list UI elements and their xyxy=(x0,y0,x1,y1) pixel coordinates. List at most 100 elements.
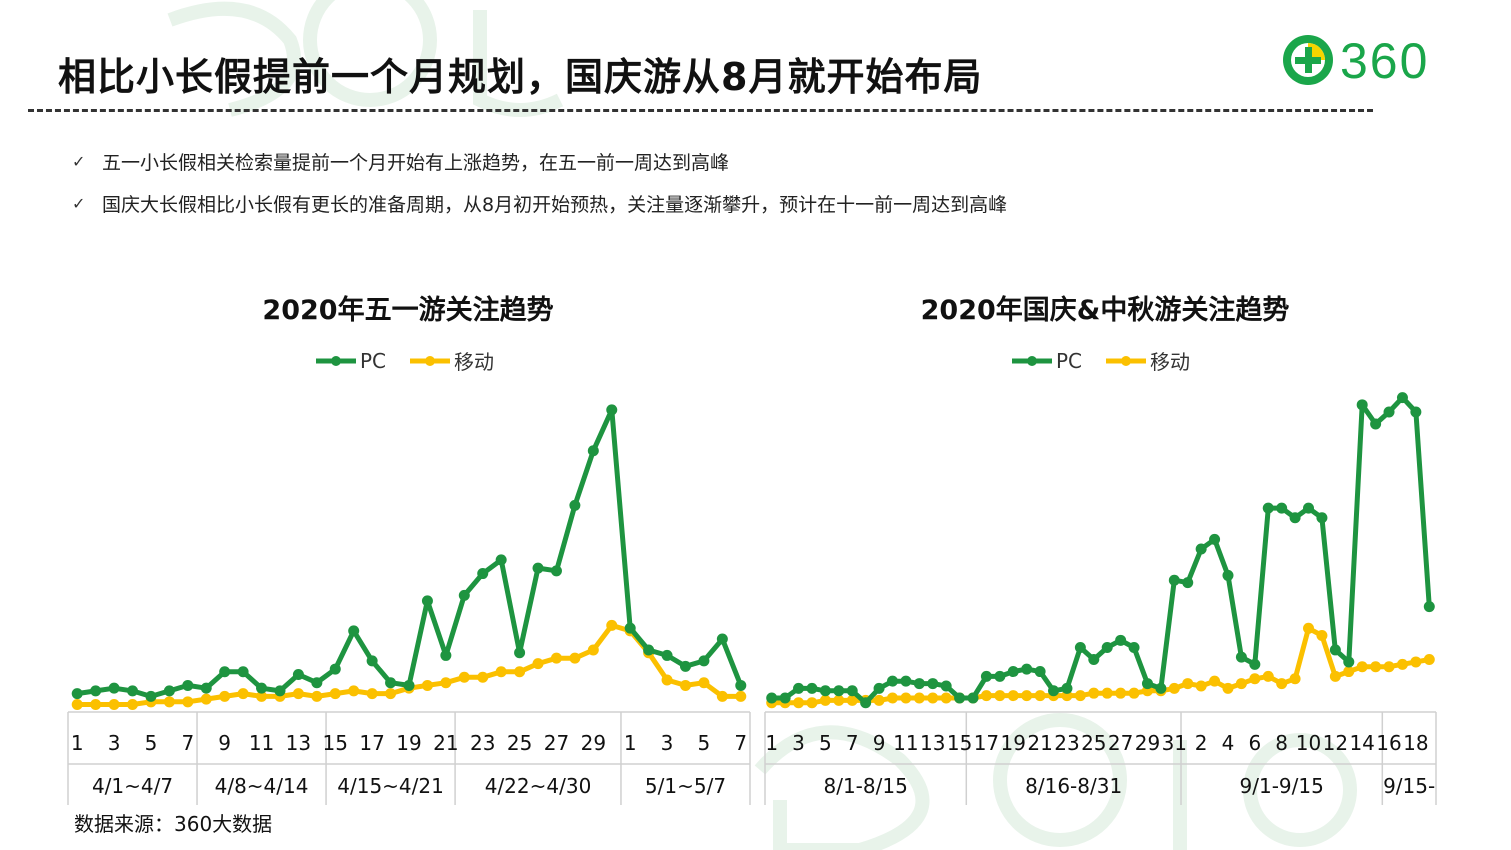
legend-pc-swatch xyxy=(316,355,356,366)
data-point-mobile xyxy=(385,688,397,700)
bullet-text: 五一小长假相关检索量提前一个月开始有上涨趋势，在五一前一周达到高峰 xyxy=(102,151,730,174)
x-tick-label: 19 xyxy=(396,731,421,755)
x-tick-label: 14 xyxy=(1349,731,1374,755)
data-point-pc xyxy=(1370,418,1382,430)
x-tick-label: 17 xyxy=(974,731,999,755)
data-point-mobile xyxy=(819,694,831,706)
x-tick-label: 27 xyxy=(1108,731,1133,755)
data-point-pc xyxy=(793,682,805,694)
data-point-mobile xyxy=(329,688,341,700)
x-tick-label: 6 xyxy=(1248,731,1261,755)
x-tick-label: 8 xyxy=(1275,731,1288,755)
data-point-pc xyxy=(994,670,1006,682)
data-point-mobile xyxy=(1262,670,1274,682)
data-point-pc xyxy=(1235,651,1247,663)
x-tick-label: 13 xyxy=(286,731,311,755)
x-tick-label: 29 xyxy=(1135,731,1160,755)
data-point-mobile xyxy=(927,692,939,704)
data-point-mobile xyxy=(833,694,845,706)
group-label: 4/8~4/14 xyxy=(215,774,309,798)
bullet-item: ✓ 国庆大长假相比小长假有更长的准备周期，从8月初开始预热，关注量逐渐攀升，预计… xyxy=(72,182,1007,224)
x-tick-label: 23 xyxy=(470,731,495,755)
x-tick-label: 7 xyxy=(846,731,859,755)
data-point-pc xyxy=(348,625,360,637)
data-point-pc xyxy=(1289,512,1301,524)
data-point-mobile xyxy=(661,674,673,686)
data-point-pc xyxy=(71,688,83,700)
data-point-mobile xyxy=(1222,682,1234,694)
data-point-mobile xyxy=(1303,622,1315,634)
data-point-pc xyxy=(1383,406,1395,418)
chart-title-national-day: 2020年国庆&中秋游关注趋势 xyxy=(920,295,1290,326)
data-point-pc xyxy=(108,682,120,694)
data-point-pc xyxy=(182,679,194,691)
data-point-mobile xyxy=(980,690,992,702)
legend-mobile-swatch xyxy=(410,355,451,366)
x-tick-label: 5 xyxy=(819,731,832,755)
group-label: 5/1~5/7 xyxy=(645,774,726,798)
data-point-pc xyxy=(1141,678,1153,690)
x-tick-label: 21 xyxy=(1027,731,1052,755)
legend-label-pc: PC xyxy=(360,348,387,373)
data-point-pc xyxy=(913,678,925,690)
x-tick-label: 9 xyxy=(218,731,231,755)
data-point-pc xyxy=(219,666,231,678)
data-point-pc xyxy=(860,697,872,709)
data-point-mobile xyxy=(806,697,818,709)
data-point-mobile xyxy=(913,692,925,704)
x-tick-label: 5 xyxy=(145,731,158,755)
data-point-pc xyxy=(385,677,397,689)
x-tick-label: 17 xyxy=(359,731,384,755)
data-point-pc xyxy=(1410,406,1422,418)
data-point-pc xyxy=(927,678,939,690)
data-point-pc xyxy=(329,663,341,675)
data-point-mobile xyxy=(1356,661,1368,673)
x-tick-label: 11 xyxy=(249,731,274,755)
data-point-pc xyxy=(366,655,378,667)
data-point-mobile xyxy=(550,652,562,664)
data-point-pc xyxy=(606,404,618,416)
data-point-pc xyxy=(145,690,157,702)
data-point-pc xyxy=(237,666,249,678)
data-point-mobile xyxy=(477,671,489,683)
data-point-mobile xyxy=(219,690,231,702)
x-tick-label: 10 xyxy=(1296,731,1321,755)
data-point-pc xyxy=(779,692,791,704)
x-tick-label: 3 xyxy=(792,731,805,755)
x-tick-label: 1 xyxy=(765,731,778,755)
data-point-pc xyxy=(833,685,845,697)
group-label: 4/22~4/30 xyxy=(485,774,592,798)
data-point-mobile xyxy=(532,658,544,670)
data-point-mobile xyxy=(1316,630,1328,642)
x-tick-label: 11 xyxy=(893,731,918,755)
data-point-mobile xyxy=(1370,661,1382,673)
data-point-mobile xyxy=(1034,690,1046,702)
data-point-pc xyxy=(698,655,710,667)
series-line-pc xyxy=(74,407,744,699)
data-point-mobile xyxy=(1235,678,1247,690)
group-label: 9/15- xyxy=(1383,774,1435,798)
x-tick-label: 25 xyxy=(1081,731,1106,755)
data-point-pc xyxy=(1195,543,1207,555)
data-point-pc xyxy=(1088,654,1100,666)
data-point-pc xyxy=(643,644,655,656)
data-point-pc xyxy=(127,685,139,697)
data-point-pc xyxy=(624,622,636,634)
x-tick-label: 18 xyxy=(1403,731,1428,755)
x-tick-label: 25 xyxy=(507,731,532,755)
data-point-pc xyxy=(819,685,831,697)
legend-item-pc: PC xyxy=(1010,349,1082,373)
data-point-pc xyxy=(292,669,304,681)
legend-item-mobile: 移动 xyxy=(1104,346,1190,375)
data-point-pc xyxy=(1182,577,1194,589)
data-point-mobile xyxy=(1383,661,1395,673)
legend-label-mobile: 移动 xyxy=(454,350,495,374)
data-point-pc xyxy=(200,682,212,694)
data-point-pc xyxy=(550,565,562,577)
data-point-pc xyxy=(163,685,175,697)
data-point-mobile xyxy=(421,679,433,691)
data-point-mobile xyxy=(90,699,102,711)
data-point-pc xyxy=(1423,601,1435,613)
data-point-pc xyxy=(806,682,818,694)
data-point-pc xyxy=(886,675,898,687)
